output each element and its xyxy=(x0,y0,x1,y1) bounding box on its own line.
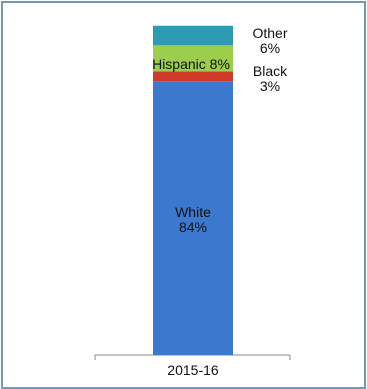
data-label-black: Black 3% xyxy=(253,63,288,94)
bar-segment-hispanic xyxy=(153,45,233,72)
data-label-white: White 84% xyxy=(175,204,211,235)
bar-segment-other xyxy=(153,25,233,46)
x-tick-label: 2015-16 xyxy=(167,362,219,378)
data-label-other: Other 6% xyxy=(252,25,287,56)
bar-segment-black xyxy=(153,71,233,82)
bar-segment-white xyxy=(153,81,233,355)
data-label-hispanic: Hispanic 8% xyxy=(152,56,230,72)
